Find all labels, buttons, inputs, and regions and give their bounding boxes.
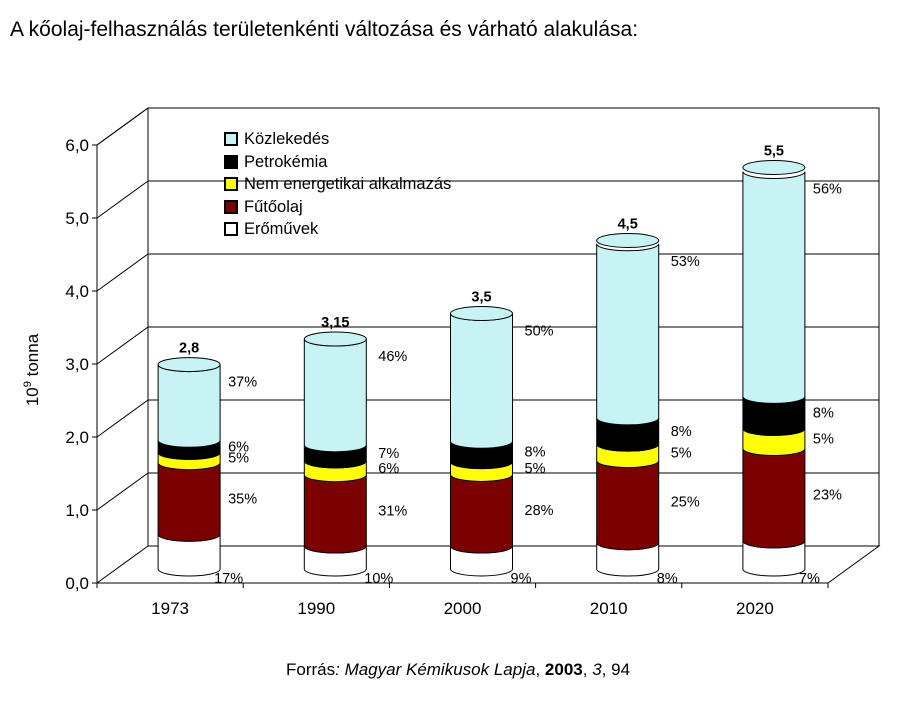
bar-2000 bbox=[450, 306, 513, 577]
source-prefix: Forrás bbox=[286, 660, 336, 679]
legend-item: Petrokémia bbox=[224, 151, 451, 174]
percent-label: 17% bbox=[214, 571, 243, 587]
bar-segment bbox=[742, 171, 806, 404]
percent-label: 31% bbox=[378, 503, 407, 519]
y-tick-label: 5,0 bbox=[65, 209, 89, 228]
gridline-side bbox=[96, 107, 149, 146]
percent-label: 37% bbox=[228, 375, 257, 391]
y-axis-title: 109 tonna bbox=[22, 333, 42, 406]
percent-label: 7% bbox=[799, 571, 820, 587]
percent-label: 53% bbox=[671, 254, 700, 270]
bar-2010 bbox=[596, 233, 660, 577]
legend-swatch bbox=[224, 132, 238, 147]
axes: 0,0 1,0 2,0 3,0 4,0 5,0 6,0 1973 1990 2000 2010 202… bbox=[22, 136, 829, 618]
gridline-side bbox=[96, 326, 149, 365]
y-tick-label: 1,0 bbox=[65, 501, 89, 520]
percent-label: 5% bbox=[228, 451, 249, 467]
legend-swatch bbox=[224, 199, 238, 214]
bar-top-cap bbox=[450, 306, 513, 321]
percent-label: 6% bbox=[228, 439, 249, 455]
total-label: 2,8 bbox=[179, 341, 199, 357]
bar-top-cap bbox=[742, 160, 806, 175]
percent-label: 5% bbox=[813, 432, 834, 448]
percent-label: 35% bbox=[228, 491, 257, 507]
total-label: 4,5 bbox=[618, 217, 638, 233]
gridline-side bbox=[96, 399, 149, 438]
y-tick-label: 2,0 bbox=[65, 428, 89, 447]
percent-label: 7% bbox=[378, 446, 399, 462]
percent-label: 28% bbox=[525, 503, 554, 519]
x-tick-label: 2020 bbox=[736, 599, 774, 618]
percent-label: 8% bbox=[657, 571, 678, 587]
percent-label: 6% bbox=[378, 461, 399, 477]
percent-label: 23% bbox=[813, 488, 842, 504]
bar-2020 bbox=[742, 160, 806, 577]
y-tick-label: 6,0 bbox=[65, 136, 89, 155]
legend-swatch bbox=[224, 222, 238, 237]
bar-top-cap bbox=[303, 331, 367, 347]
bar-1973 bbox=[157, 357, 221, 577]
percent-label: 25% bbox=[671, 495, 700, 511]
source-volume: 3 bbox=[592, 660, 602, 679]
legend-swatch bbox=[224, 177, 238, 192]
bar-segment bbox=[450, 474, 513, 554]
bar-segment bbox=[596, 243, 660, 426]
percent-label: 5% bbox=[525, 461, 546, 477]
percent-label: 8% bbox=[813, 405, 834, 421]
legend: Közlekedés Petrokémia Nem energetikai alka… bbox=[224, 128, 451, 241]
y-tick-label: 3,0 bbox=[65, 355, 89, 374]
gridline-side bbox=[96, 180, 149, 219]
legend-label: Közlekedés bbox=[244, 130, 330, 148]
legend-item: Erőművek bbox=[224, 218, 451, 241]
y-tick-label: 0,0 bbox=[65, 574, 89, 593]
data-labels: 2,817%35%5%6%37%3,1510%31%6%7%46%3,59%28… bbox=[179, 144, 842, 588]
percent-label: 8% bbox=[671, 424, 692, 440]
percent-label: 8% bbox=[525, 444, 546, 460]
legend-item: Közlekedés bbox=[224, 128, 451, 151]
total-label: 3,5 bbox=[471, 290, 491, 306]
bar-top-cap bbox=[157, 357, 221, 373]
bar-segment bbox=[450, 313, 513, 449]
total-label: 3,15 bbox=[321, 315, 349, 331]
legend-label: Petrokémia bbox=[244, 152, 328, 171]
bar-1990 bbox=[303, 331, 367, 577]
x-tick-label: 2010 bbox=[590, 599, 628, 618]
x-tick-label: 2000 bbox=[444, 599, 482, 618]
source-citation: Forrás: Magyar Kémikusok Lapja, 2003, 3,… bbox=[286, 660, 631, 679]
gridline-side bbox=[96, 472, 149, 511]
source-page: 94 bbox=[611, 660, 631, 679]
bar-segment bbox=[303, 474, 367, 554]
percent-label: 56% bbox=[813, 182, 842, 198]
bar-segment bbox=[303, 338, 367, 453]
bar-segment bbox=[157, 364, 221, 448]
bar-segment bbox=[742, 448, 806, 549]
x-tick-label: 1973 bbox=[151, 599, 189, 618]
legend-item: Nem energetikai alkalmazás bbox=[224, 173, 451, 196]
legend-label: Fűtőolaj bbox=[244, 197, 303, 216]
total-label: 5,5 bbox=[764, 144, 784, 160]
legend-label: Erőművek bbox=[244, 220, 319, 238]
legend-swatch bbox=[224, 154, 238, 169]
gridline-side bbox=[96, 253, 149, 292]
legend-item: Fűtőolaj bbox=[224, 196, 451, 219]
legend-label: Nem energetikai alkalmazás bbox=[244, 175, 452, 193]
bar-top-cap bbox=[596, 233, 660, 248]
percent-label: 9% bbox=[511, 571, 532, 587]
bar-segment bbox=[596, 460, 660, 551]
y-tick-label: 4,0 bbox=[65, 282, 89, 301]
bar-segment bbox=[157, 462, 221, 542]
x-tick-label: 1990 bbox=[297, 599, 335, 618]
source-year: 2003 bbox=[544, 660, 583, 679]
page-title: A kőolaj-felhasználás területenkénti vál… bbox=[10, 18, 639, 41]
bars bbox=[157, 160, 806, 577]
percent-label: 46% bbox=[378, 349, 407, 365]
percent-label: 5% bbox=[671, 445, 692, 461]
percent-label: 50% bbox=[525, 324, 554, 340]
percent-label: 10% bbox=[364, 571, 393, 587]
source-journal: : Magyar Kémikusok Lapja bbox=[335, 660, 536, 679]
